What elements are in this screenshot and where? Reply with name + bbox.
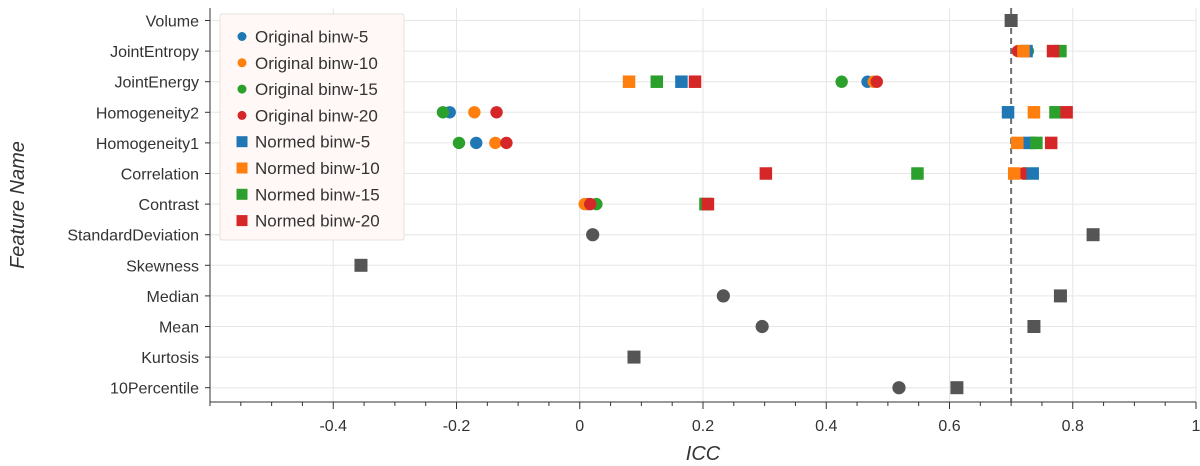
y-tick-label-homogeneity2: Homogeneity2 <box>96 105 199 122</box>
point-normed-binw-5-correlation <box>1026 167 1039 180</box>
x-tick-label: 0.8 <box>1062 418 1084 435</box>
legend-marker-original-binw-15 <box>237 84 247 94</box>
legend-marker-normed-binw-5 <box>236 136 248 148</box>
point-normed-mean <box>1027 320 1041 333</box>
point-original-binw-10-homogeneity1 <box>489 136 502 150</box>
point-normed-binw-20-homogeneity2 <box>1060 106 1073 119</box>
x-axis-title: ICC <box>686 443 721 465</box>
data-points <box>354 14 1100 395</box>
point-normed-volume <box>1004 14 1018 27</box>
point-normed-binw-15-homogeneity2 <box>1049 106 1062 119</box>
y-tick-label-jointentropy: JointEntropy <box>110 44 199 61</box>
x-tick-label: 0 <box>575 418 584 435</box>
point-original-binw-10-homogeneity2 <box>468 106 481 119</box>
legend-marker-normed-binw-15 <box>236 188 248 200</box>
x-ticks: -0.4 -0.2 0 0.2 0.4 0.6 0.8 1 <box>209 402 1200 435</box>
point-normed-binw-10-jointenergy <box>622 75 636 88</box>
point-original-10percentile <box>892 381 906 395</box>
point-normed-binw-20-correlation <box>759 167 773 180</box>
x-tick-label: -0.2 <box>443 418 471 435</box>
legend-label-original-binw-10: Original binw-10 <box>255 54 378 73</box>
point-normed-binw-15-jointenergy <box>650 75 664 88</box>
point-original-binw-20-homogeneity1 <box>500 136 513 150</box>
point-normed-10percentile <box>950 381 964 395</box>
point-original-binw-15-homogeneity1 <box>452 136 466 150</box>
legend-label-normed-binw-5: Normed binw-5 <box>255 133 370 152</box>
y-tick-label-median: Median <box>147 289 199 306</box>
point-normed-binw-20-jointentropy <box>1046 44 1060 58</box>
point-normed-binw-20-jointenergy <box>688 75 702 88</box>
point-normed-binw-5-jointenergy <box>675 75 688 88</box>
legend-label-normed-binw-10: Normed binw-10 <box>255 159 380 178</box>
point-normed-binw-20-contrast <box>701 197 715 211</box>
legend-label-original-binw-20: Original binw-20 <box>255 106 378 125</box>
legend-label-normed-binw-15: Normed binw-15 <box>255 185 380 204</box>
legend-marker-normed-binw-20 <box>236 215 248 227</box>
y-tick-label-standarddeviation: StandardDeviation <box>67 228 199 245</box>
x-tick-label: 1 <box>1192 418 1200 435</box>
point-normed-skewness <box>354 258 368 272</box>
y-tick-label-correlation: Correlation <box>121 167 199 184</box>
x-tick-label: 0.6 <box>938 418 960 435</box>
y-ticks: Volume JointEntropy JointEnergy Homogeneity… <box>67 14 210 398</box>
legend-marker-normed-binw-10 <box>236 162 248 174</box>
point-normed-binw-15-homogeneity1 <box>1030 136 1043 150</box>
point-original-standarddeviation <box>586 228 600 242</box>
point-normed-kurtosis <box>627 350 641 364</box>
point-normed-binw-20-homogeneity1 <box>1044 136 1058 150</box>
point-original-binw-20-jointenergy <box>870 75 883 88</box>
y-axis-title: Feature Name <box>7 141 29 269</box>
point-normed-binw-10-homogeneity2 <box>1027 106 1041 119</box>
y-tick-label-volume: Volume <box>146 14 199 31</box>
point-original-binw-20-homogeneity2 <box>490 106 503 119</box>
point-normed-binw-10-correlation <box>1007 167 1021 180</box>
point-original-binw-20-contrast <box>584 197 597 211</box>
legend-marker-original-binw-20 <box>237 110 247 120</box>
point-normed-binw-10-jointentropy <box>1017 44 1030 58</box>
legend-label-original-binw-5: Original binw-5 <box>255 28 368 47</box>
y-tick-label-mean: Mean <box>159 320 199 337</box>
point-normed-binw-5-homogeneity2 <box>1001 106 1015 119</box>
x-tick-label: 0.4 <box>815 418 837 435</box>
point-normed-median <box>1053 289 1067 303</box>
y-tick-label-skewness: Skewness <box>126 258 199 275</box>
y-tick-label-kurtosis: Kurtosis <box>141 350 199 367</box>
legend-marker-original-binw-5 <box>237 32 247 41</box>
point-original-binw-15-homogeneity2 <box>436 106 450 119</box>
point-normed-standarddeviation <box>1086 228 1100 242</box>
legend-label-normed-binw-20: Normed binw-20 <box>255 212 380 231</box>
point-original-binw-5-homogeneity1 <box>470 136 483 150</box>
y-tick-label-homogeneity1: Homogeneity1 <box>96 136 199 153</box>
x-tick-label: 0.2 <box>692 418 714 435</box>
y-tick-label-jointenergy: JointEnergy <box>115 75 200 92</box>
point-original-median <box>716 289 730 303</box>
x-tick-label: -0.4 <box>319 418 347 435</box>
y-tick-label-contrast: Contrast <box>139 197 200 214</box>
legend-box <box>219 13 405 241</box>
point-original-binw-15-jointenergy <box>835 75 848 88</box>
legend-marker-original-binw-10 <box>237 58 247 68</box>
point-normed-binw-10-homogeneity1 <box>1011 136 1024 150</box>
legend-label-original-binw-15: Original binw-15 <box>255 80 378 99</box>
legend: Original binw-5 Original binw-10 Original … <box>219 13 405 241</box>
y-tick-label-10percentile: 10Percentile <box>110 381 199 398</box>
point-normed-binw-15-correlation <box>911 167 924 180</box>
point-original-mean <box>755 319 769 334</box>
